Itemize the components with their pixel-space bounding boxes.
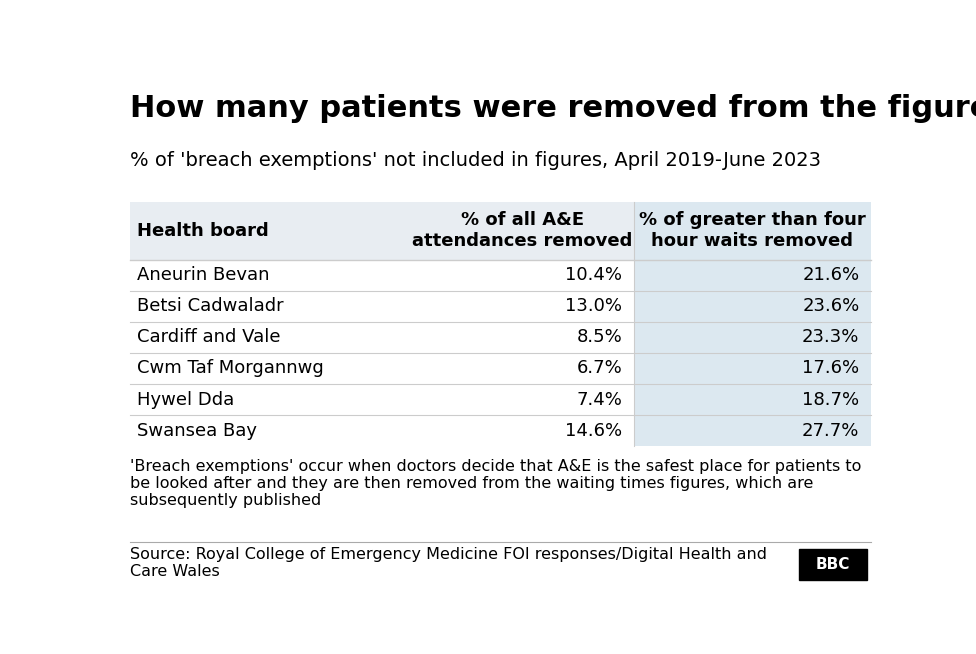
Text: BBC: BBC [816, 557, 850, 572]
Text: 7.4%: 7.4% [577, 390, 623, 409]
Bar [633, 202, 871, 260]
Text: 27.7%: 27.7% [802, 422, 860, 439]
Text: Aneurin Bevan: Aneurin Bevan [137, 266, 269, 284]
Text: Hywel Dda: Hywel Dda [137, 390, 234, 409]
Text: Health board: Health board [137, 222, 268, 240]
Bar [633, 260, 871, 446]
Text: Cwm Taf Morgannwg: Cwm Taf Morgannwg [137, 360, 324, 377]
Bar [130, 202, 871, 260]
Text: Swansea Bay: Swansea Bay [137, 422, 257, 439]
Bar [799, 549, 867, 579]
Text: 8.5%: 8.5% [577, 328, 623, 347]
Text: % of all A&E
attendances removed: % of all A&E attendances removed [412, 211, 632, 250]
Text: 13.0%: 13.0% [565, 298, 623, 315]
Text: 'Breach exemptions' occur when doctors decide that A&E is the safest place for p: 'Breach exemptions' occur when doctors d… [130, 458, 861, 508]
Text: Cardiff and Vale: Cardiff and Vale [137, 328, 281, 347]
Text: 18.7%: 18.7% [802, 390, 860, 409]
Text: 21.6%: 21.6% [802, 266, 860, 284]
Text: 14.6%: 14.6% [565, 422, 623, 439]
Text: 23.3%: 23.3% [802, 328, 860, 347]
Text: % of 'breach exemptions' not included in figures, April 2019-June 2023: % of 'breach exemptions' not included in… [130, 152, 821, 171]
Text: 6.7%: 6.7% [577, 360, 623, 377]
Text: 17.6%: 17.6% [802, 360, 860, 377]
Text: Betsi Cadwaladr: Betsi Cadwaladr [137, 298, 284, 315]
Text: Source: Royal College of Emergency Medicine FOI responses/Digital Health and
Car: Source: Royal College of Emergency Medic… [130, 547, 766, 579]
Text: 23.6%: 23.6% [802, 298, 860, 315]
Text: How many patients were removed from the figures?: How many patients were removed from the … [130, 94, 976, 122]
Text: % of greater than four
hour waits removed: % of greater than four hour waits remove… [639, 211, 866, 250]
Text: 10.4%: 10.4% [565, 266, 623, 284]
